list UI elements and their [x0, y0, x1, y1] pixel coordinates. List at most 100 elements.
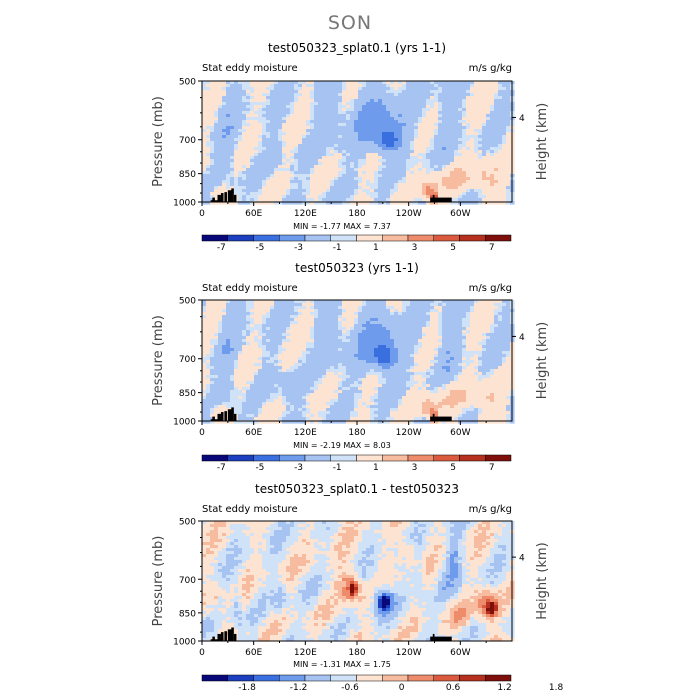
heatmap-cell [338, 138, 343, 142]
heatmap-cell [450, 81, 455, 85]
heatmap-cell [330, 321, 335, 325]
heatmap-cell [326, 339, 331, 343]
heatmap-cell [358, 300, 363, 304]
heatmap-cell [426, 354, 431, 358]
heatmap-cell [434, 87, 439, 91]
heatmap-cell [350, 360, 355, 364]
heatmap-cell [502, 87, 507, 91]
heatmap-cell [410, 84, 415, 88]
heatmap-cell [326, 81, 331, 85]
heatmap-cell [214, 159, 219, 163]
heatmap-cell [418, 342, 423, 346]
heatmap-cell [370, 189, 375, 193]
heatmap-cell [338, 324, 343, 328]
heatmap-cell [270, 360, 275, 364]
heatmap-cell [314, 102, 319, 106]
heatmap-cell [286, 87, 291, 91]
heatmap-cell [450, 180, 455, 184]
heatmap-cell [470, 357, 475, 361]
heatmap-cell [202, 177, 207, 181]
heatmap-cell [322, 102, 327, 106]
heatmap-cell [342, 348, 347, 352]
heatmap-cell [454, 198, 459, 202]
heatmap-cell [454, 306, 459, 310]
heatmap-cell [278, 108, 283, 112]
heatmap-cell [450, 144, 455, 148]
heatmap-cell [474, 117, 479, 121]
heatmap-cell [506, 189, 511, 193]
heatmap-cell [442, 165, 447, 169]
heatmap-cell [370, 339, 375, 343]
heatmap-cell [370, 135, 375, 139]
heatmap-cell [218, 312, 223, 316]
heatmap-cell [450, 339, 455, 343]
heatmap-cell [262, 132, 267, 136]
heatmap-cell [354, 159, 359, 163]
heatmap-cell [450, 318, 455, 322]
heatmap-cell [214, 105, 219, 109]
heatmap-cell [274, 195, 279, 199]
heatmap-cell [266, 87, 271, 91]
heatmap-cell [442, 324, 447, 328]
heatmap-cell [322, 150, 327, 154]
heatmap-cell [486, 333, 491, 337]
heatmap-cell [338, 192, 343, 196]
heatmap-cell [318, 177, 323, 181]
heatmap-cell [430, 135, 435, 139]
heatmap-cell [414, 183, 419, 187]
heatmap-cell [286, 180, 291, 184]
heatmap-cell [342, 150, 347, 154]
heatmap-cell [342, 147, 347, 151]
heatmap-cell [450, 315, 455, 319]
heatmap-cell [374, 324, 379, 328]
heatmap-cell [314, 156, 319, 160]
heatmap-cell [258, 183, 263, 187]
heatmap-cell [414, 84, 419, 88]
heatmap-cell [342, 144, 347, 148]
heatmap-cell [262, 198, 267, 202]
heatmap-cell [418, 93, 423, 97]
heatmap-cell [434, 156, 439, 160]
heatmap-cell [318, 159, 323, 163]
heatmap-cell [206, 87, 211, 91]
heatmap-cell [286, 303, 291, 307]
heatmap-cell [446, 300, 451, 304]
heatmap-cell [370, 201, 375, 205]
heatmap-cell [266, 324, 271, 328]
heatmap-cell [506, 114, 511, 118]
units-label: m/s g/kg [469, 283, 512, 294]
heatmap-cell [506, 102, 511, 106]
heatmap-cell [410, 171, 415, 175]
heatmap-cell [274, 300, 279, 304]
heatmap-cell [210, 132, 215, 136]
heatmap-cell [318, 144, 323, 148]
heatmap-cell [430, 168, 435, 172]
heatmap-cell [210, 195, 215, 199]
heatmap-cell [234, 309, 239, 313]
heatmap-cell [486, 330, 491, 334]
heatmap-cell [338, 342, 343, 346]
heatmap-cell [398, 354, 403, 358]
heatmap-cell [506, 150, 511, 154]
heatmap-cell [310, 339, 315, 343]
heatmap-cell [338, 306, 343, 310]
heatmap-cell [418, 312, 423, 316]
heatmap-cell [214, 123, 219, 127]
heatmap-cell [294, 135, 299, 139]
heatmap-cell [506, 348, 511, 352]
heatmap-cell [214, 192, 219, 196]
heatmap-cell [318, 354, 323, 358]
heatmap-cell [462, 96, 467, 100]
heatmap-cell [362, 138, 367, 142]
heatmap-cell [306, 180, 311, 184]
heatmap-cell [266, 183, 271, 187]
heatmap-cell [390, 315, 395, 319]
heatmap-cell [450, 171, 455, 175]
heatmap-cell [274, 330, 279, 334]
heatmap-cell [286, 183, 291, 187]
heatmap-cell [362, 123, 367, 127]
heatmap-cell [454, 132, 459, 136]
heatmap-cell [442, 135, 447, 139]
heatmap-cell [238, 309, 243, 313]
heatmap-cell [210, 324, 215, 328]
